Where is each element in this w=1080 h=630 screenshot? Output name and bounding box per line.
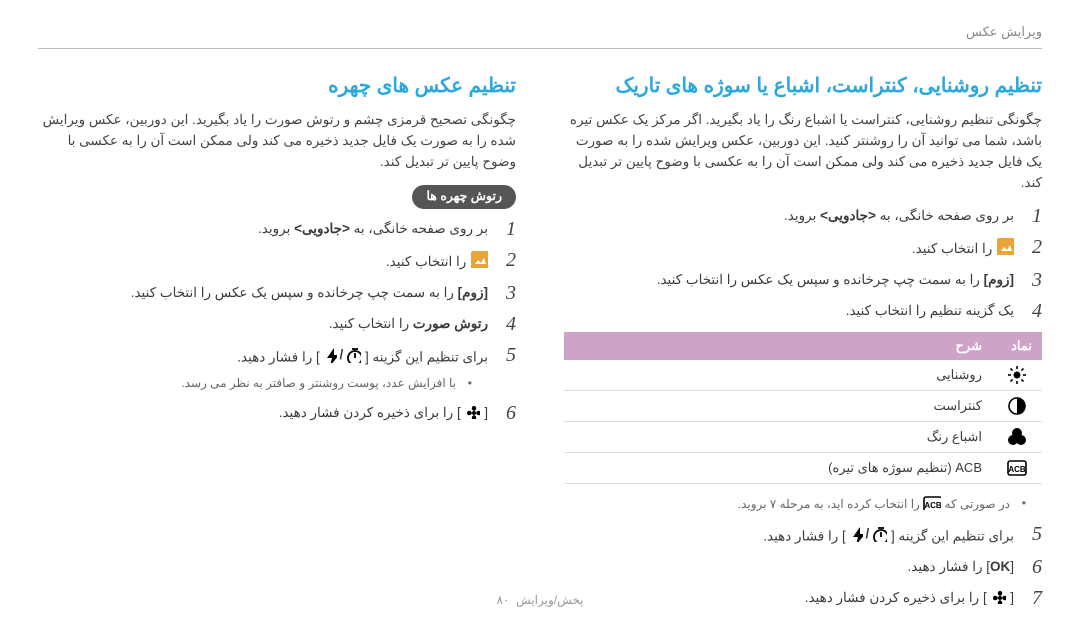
compose-icon bbox=[996, 237, 1014, 255]
compose-icon bbox=[470, 250, 488, 268]
column-brightness-contrast: تنظیم روشنایی، کنتراست، اشباع یا سوژه ها… bbox=[564, 71, 1042, 619]
step-6: [ ] را برای ذخیره کردن فشار دهید. bbox=[38, 403, 516, 424]
brightness-icon bbox=[992, 360, 1042, 391]
step-2: را انتخاب کنید. bbox=[564, 237, 1042, 260]
face-retouch-pill: رتوش چهره ها bbox=[412, 185, 516, 209]
step-4: رتوش صورت را انتخاب کنید. bbox=[38, 314, 516, 335]
step-5: برای تنظیم این گزینه [ / ] را فشار دهید. bbox=[564, 524, 1042, 547]
table-row: ACB (تنظیم سوژه های تیره) bbox=[564, 453, 1042, 484]
step-3: [زوم] را به سمت چپ چرخانده و سپس یک عکس … bbox=[38, 283, 516, 304]
table-row: اشباع رنگ bbox=[564, 421, 1042, 452]
steps-list: بر روی صفحه خانگی، به <جادویی> بروید. را… bbox=[564, 206, 1042, 322]
step-5: برای تنظیم این گزینه [ / ] را فشار دهید.… bbox=[38, 345, 516, 393]
settings-table: نماد شرح روشنایی کنتراست اشباع رنگ ACB (… bbox=[564, 332, 1042, 485]
timer-flash-icon: / bbox=[323, 345, 361, 366]
note-skin: با افزایش عدد، پوست روشنتر و صافتر به نظ… bbox=[38, 374, 488, 393]
section-title: تنظیم روشنایی، کنتراست، اشباع یا سوژه ها… bbox=[564, 71, 1042, 102]
step-6: [OK] را فشار دهید. bbox=[564, 557, 1042, 578]
step-1: بر روی صفحه خانگی، به <جادویی> بروید. bbox=[564, 206, 1042, 227]
steps-list: بر روی صفحه خانگی، به <جادویی> بروید. را… bbox=[38, 219, 516, 424]
th-icon: نماد bbox=[992, 332, 1042, 360]
th-desc: شرح bbox=[564, 332, 992, 360]
section-title: تنظیم عکس های چهره bbox=[38, 71, 516, 102]
flower-icon bbox=[464, 403, 480, 419]
page-footer: پخش/ویرایش ۸۰ bbox=[0, 591, 1080, 610]
chapter-header: ویرایش عکس bbox=[38, 22, 1042, 49]
table-row: کنتراست bbox=[564, 390, 1042, 421]
table-row: روشنایی bbox=[564, 360, 1042, 391]
section-lead: چگونگی تنظیم روشنایی، کنتراست یا اشباع ر… bbox=[564, 110, 1042, 194]
step-4: یک گزینه تنظیم را انتخاب کنید. bbox=[564, 301, 1042, 322]
section-lead: چگونگی تصحیح قرمزی چشم و رتوش صورت را یا… bbox=[38, 110, 516, 173]
acb-icon bbox=[992, 453, 1042, 484]
step-1: بر روی صفحه خانگی، به <جادویی> بروید. bbox=[38, 219, 516, 240]
note-acb: در صورتی که را انتخاب کرده اید، به مرحله… bbox=[564, 494, 1042, 514]
timer-flash-icon: / bbox=[849, 524, 887, 545]
step-3: [زوم] را به سمت چپ چرخانده و سپس یک عکس … bbox=[564, 270, 1042, 291]
column-face-retouch: تنظیم عکس های چهره چگونگی تصحیح قرمزی چش… bbox=[38, 71, 516, 619]
step-2: را انتخاب کنید. bbox=[38, 250, 516, 273]
saturation-icon bbox=[992, 421, 1042, 452]
contrast-icon bbox=[992, 390, 1042, 421]
acb-icon bbox=[923, 494, 941, 510]
